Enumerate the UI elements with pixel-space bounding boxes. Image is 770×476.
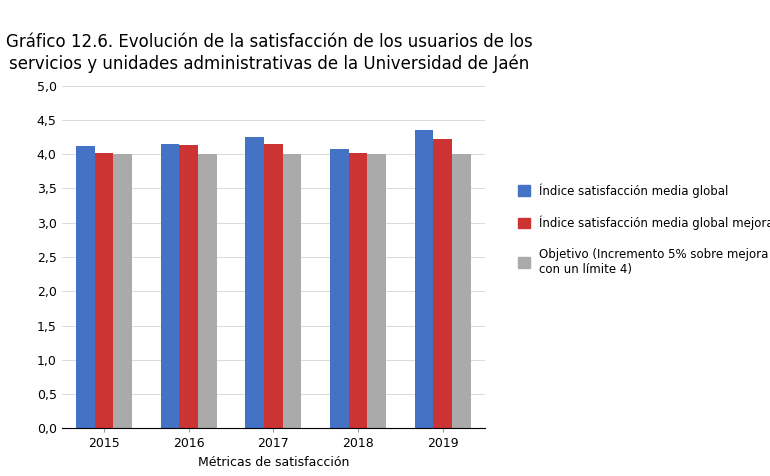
Bar — [246, 137, 264, 428]
Bar — [367, 154, 386, 428]
Bar — [113, 154, 132, 428]
Bar — [264, 144, 283, 428]
Bar — [434, 139, 452, 428]
Bar — [452, 154, 470, 428]
Bar — [161, 144, 179, 428]
Bar — [415, 130, 434, 428]
Bar — [76, 146, 95, 428]
Bar — [95, 153, 113, 428]
Legend: Índice satisfacción media global, Índice satisfacción media global mejora percib: Índice satisfacción media global, Índice… — [512, 177, 770, 281]
Bar — [179, 145, 198, 428]
Text: Gráfico 12.6. Evolución de la satisfacción de los usuarios de los
servicios y un: Gráfico 12.6. Evolución de la satisfacci… — [6, 33, 533, 73]
X-axis label: Métricas de satisfacción: Métricas de satisfacción — [198, 456, 349, 469]
Bar — [283, 154, 301, 428]
Bar — [330, 149, 349, 428]
Bar — [198, 154, 216, 428]
Bar — [349, 153, 367, 428]
